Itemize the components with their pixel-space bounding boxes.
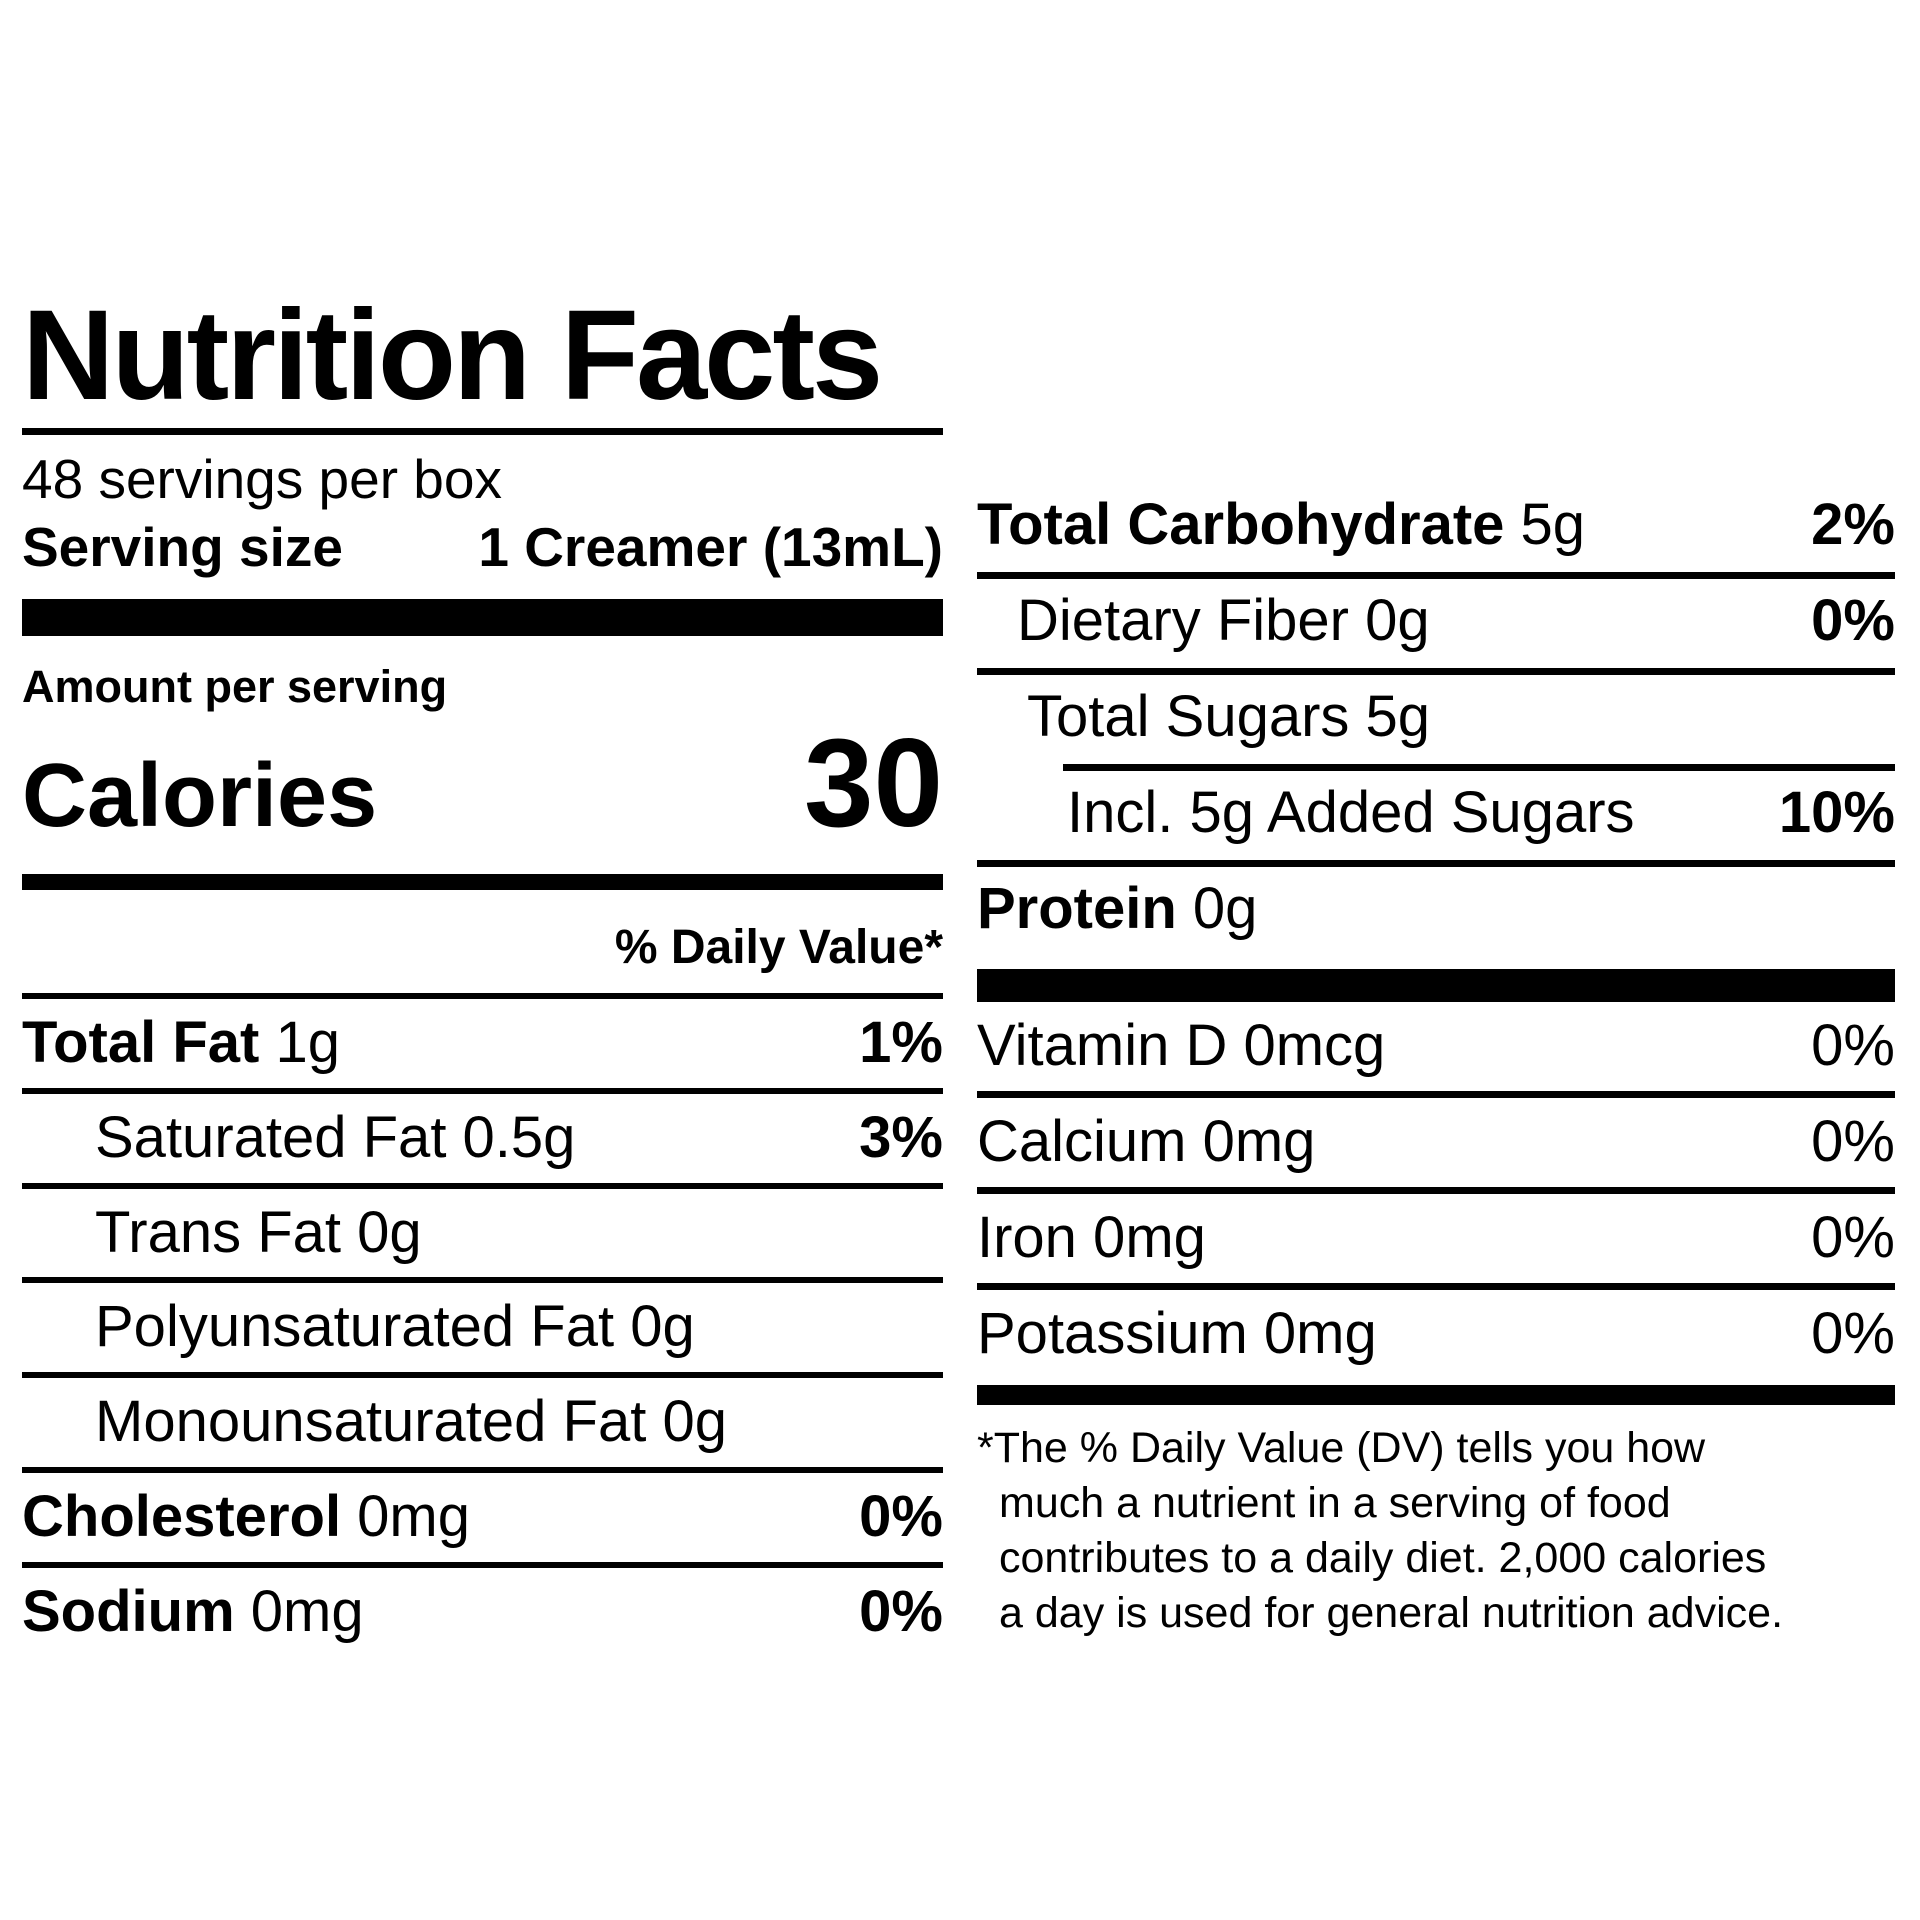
serving-size-row: Serving size 1 Creamer (13mL) [22,515,943,579]
nutrient-name: Protein [977,875,1177,941]
nutrient-row-trans-fat: Trans Fat 0g [22,1182,943,1278]
daily-value-percent: 0% [1811,1205,1895,1271]
calories-row: Calories 30 [22,721,943,846]
servings-per-container: 48 servings per box [22,448,502,510]
label-left-column: Nutrition Facts 48 servings per box Serv… [22,292,943,1657]
nutrient-amount: 0mg [234,1579,364,1645]
nutrient-row-sodium: Sodium 0mg 0% [22,1562,943,1657]
daily-value-percent: 0% [1811,1301,1895,1367]
vitamin-name-amount: Iron 0mg [977,1205,1206,1271]
nutrient-amount: Dietary Fiber 0g [1017,587,1430,653]
footnote-line: much a nutrient in a serving of food [999,1479,1671,1528]
nutrient-amount: Trans Fat 0g [95,1199,422,1265]
nutrient-amount: 0g [1176,875,1258,941]
nutrient-name: Total Fat [22,1009,260,1075]
nutrient-row-total-fat: Total Fat 1g 1% [22,992,943,1088]
row-divider [977,571,1895,579]
daily-value-percent: 2% [1811,492,1895,557]
vitamin-rows: Vitamin D 0mcg 0% Calcium 0mg 0% Iron 0m… [977,1002,1895,1379]
serving-size-value: 1 Creamer (13mL) [478,515,943,578]
calories-divider [22,873,943,890]
vitamin-name-amount: Vitamin D 0mcg [977,1013,1386,1079]
nutrient-amount: Total Sugars 5g [1027,683,1431,749]
calories-value: 30 [803,713,943,853]
nutrient-amount: 5g [1504,492,1586,557]
nutrient-row-cholesterol: Cholesterol 0mg 0% [22,1467,943,1562]
daily-value-percent: 0% [859,1484,943,1550]
vitamin-name-amount: Calcium 0mg [977,1109,1316,1175]
row-divider-indented [1063,763,1895,771]
thick-divider [977,969,1895,1003]
footnote-line: a day is used for general nutrition advi… [999,1589,1784,1638]
nutrient-row-polyunsaturated-fat: Polyunsaturated Fat 0g [22,1277,943,1372]
label-right-column: Total Carbohydrate 5g 2% Dietary Fiber 0… [977,483,1895,1641]
page-title: Nutrition Facts [22,284,883,427]
nutrient-amount: 1g [259,1009,340,1075]
vitamin-row-vitamin-d: Vitamin D 0mcg 0% [977,1002,1895,1099]
vitamin-row-potassium: Potassium 0mg 0% [977,1290,1895,1379]
daily-value-percent: 0% [1811,1109,1895,1175]
nutrient-row-dietary-fiber: Dietary Fiber 0g 0% [977,579,1895,668]
vitamin-name-amount: Potassium 0mg [977,1301,1377,1367]
footnote-line: contributes to a daily diet. 2,000 calor… [999,1534,1767,1583]
daily-value-percent: 0% [1811,1013,1895,1079]
vitamin-row-calcium: Calcium 0mg 0% [977,1098,1895,1195]
daily-value-percent: 0% [1811,587,1895,653]
nutrient-rows-left: Total Fat 1g 1% Saturated Fat 0.5g 3% Tr… [22,992,943,1657]
thick-divider [22,598,943,636]
daily-value-percent: 3% [859,1104,943,1170]
nutrient-row-protein: Protein 0g [977,867,1895,956]
calories-label: Calories [22,745,378,846]
amount-per-serving-label: Amount per serving [22,660,448,712]
nutrient-name: Total Carbohydrate [977,492,1505,557]
nutrient-row-saturated-fat: Saturated Fat 0.5g 3% [22,1087,943,1183]
row-divider [977,859,1895,867]
daily-value-percent: 10% [1778,779,1895,845]
thick-divider [977,1385,1895,1406]
nutrient-row-total-sugars: Total Sugars 5g [977,675,1895,764]
nutrient-amount: Polyunsaturated Fat 0g [95,1294,695,1360]
daily-value-header: % Daily Value* [614,920,943,974]
daily-value-footnote: *The % Daily Value (DV) tells you how mu… [977,1421,1895,1641]
vitamin-row-iron: Iron 0mg 0% [977,1194,1895,1291]
nutrient-name: Sodium [22,1579,235,1645]
title-divider [22,428,943,435]
footnote-line: *The % Daily Value (DV) tells you how [977,1424,1706,1473]
nutrient-row-monounsaturated-fat: Monounsaturated Fat 0g [22,1372,943,1467]
nutrient-amount: 0mg [341,1484,471,1550]
nutrient-amount: Incl. 5g Added Sugars [1067,779,1635,845]
nutrient-amount: Saturated Fat 0.5g [95,1104,576,1170]
nutrient-row-total-carbohydrate: Total Carbohydrate 5g 2% [977,483,1895,572]
nutrient-name: Cholesterol [22,1484,342,1550]
serving-size-label: Serving size [22,515,343,578]
nutrient-amount: Monounsaturated Fat 0g [95,1389,727,1455]
row-divider [977,667,1895,675]
nutrient-row-added-sugars: Incl. 5g Added Sugars 10% [977,771,1895,860]
daily-value-percent: 1% [859,1009,943,1075]
daily-value-percent: 0% [859,1579,943,1645]
